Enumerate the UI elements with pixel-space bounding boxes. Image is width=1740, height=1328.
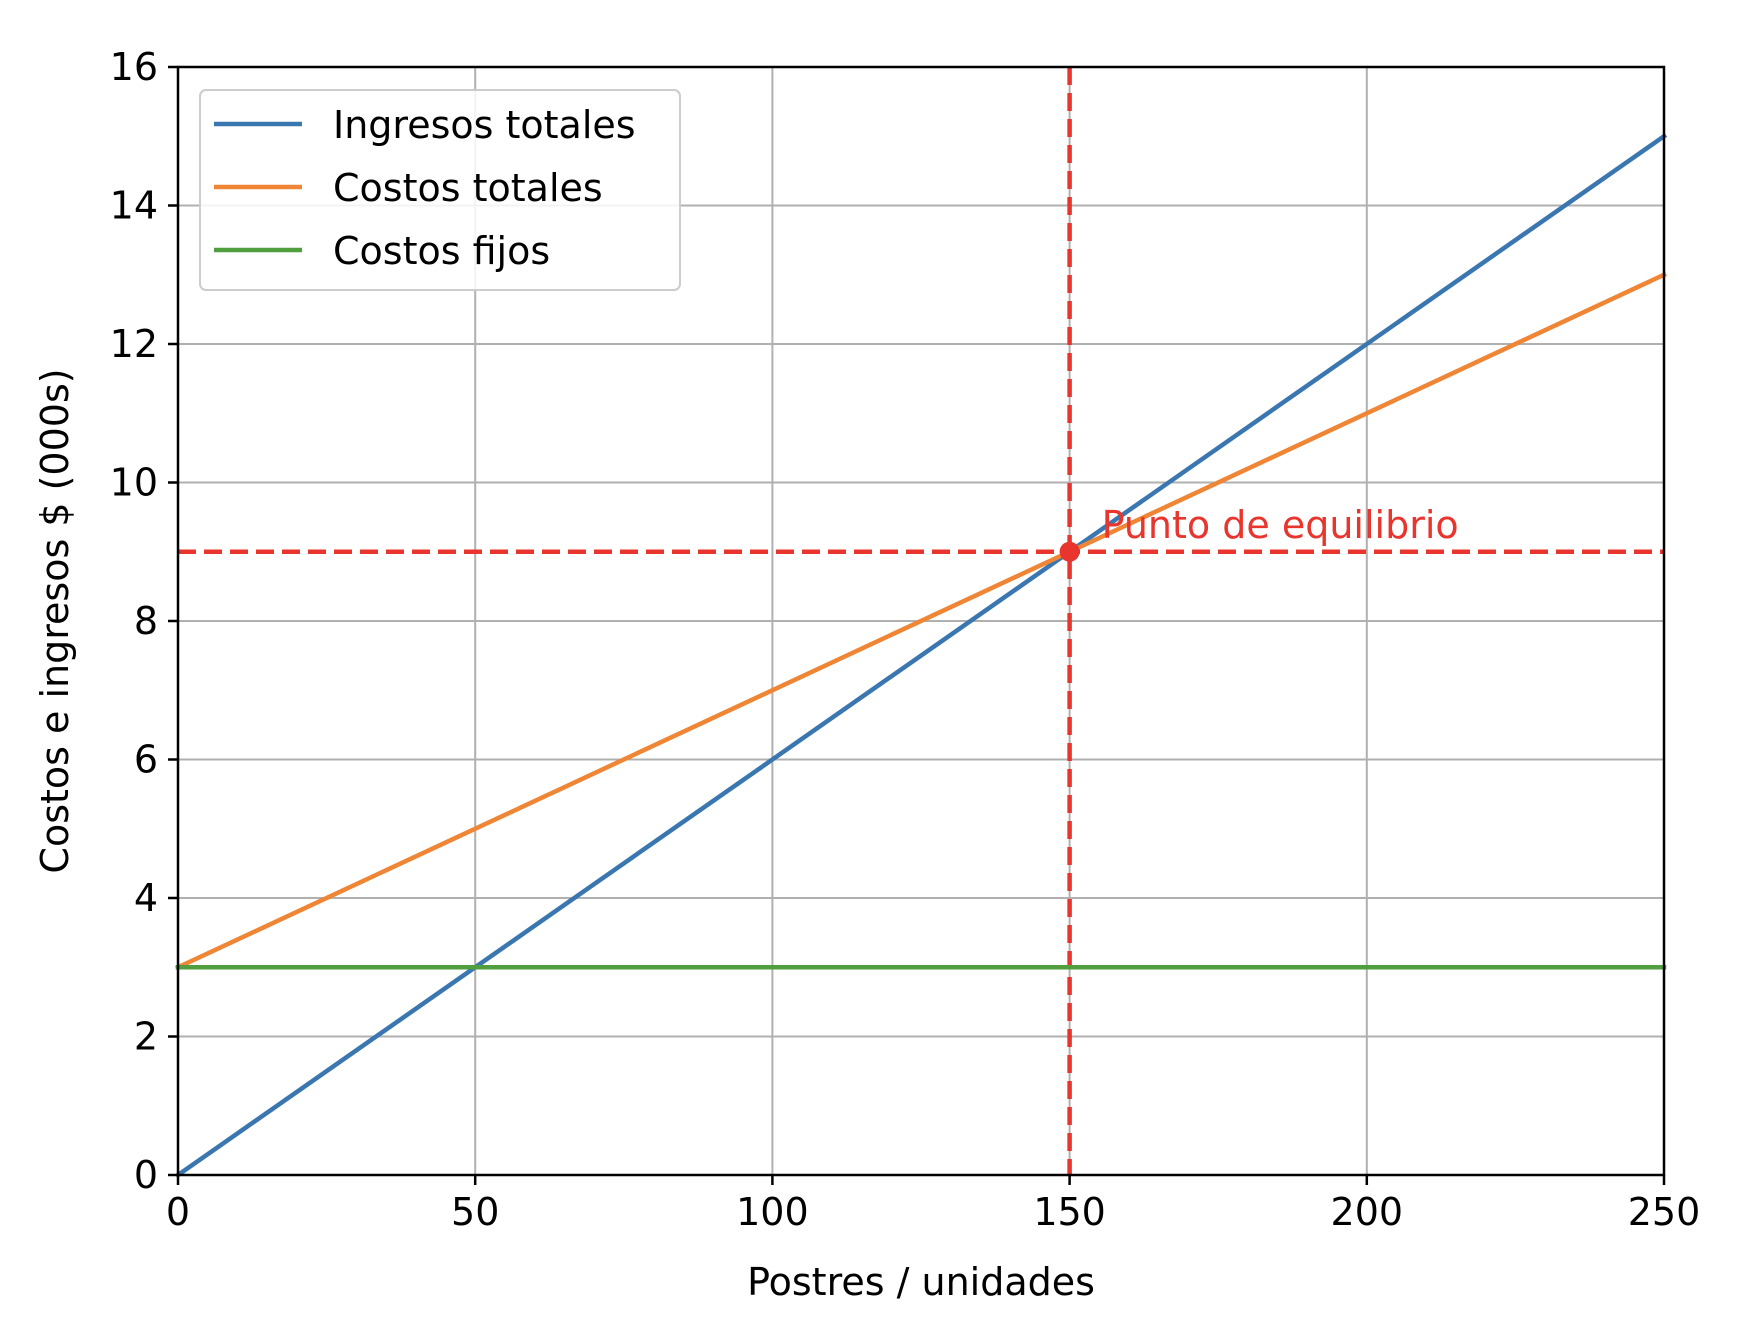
legend-label: Costos totales — [333, 166, 603, 210]
y-tick-label: 12 — [110, 322, 158, 366]
y-tick-label: 8 — [134, 599, 158, 643]
break-even-label: Punto de equilibrio — [1102, 503, 1459, 547]
x-tick-label: 50 — [451, 1190, 499, 1234]
y-axis-title: Costos e ingresos $ (000s) — [33, 368, 77, 873]
axis-ticks: 0 50 100 150 200 250 0 2 4 6 8 10 12 14 16 — [110, 45, 1701, 1234]
x-tick-label: 0 — [166, 1190, 190, 1234]
series-line-ingresos-totales — [174, 133, 1668, 1179]
legend-label: Ingresos totales — [333, 103, 636, 147]
annotations: Punto de equilibrio — [1059, 503, 1459, 562]
series-line-costos-totales — [175, 271, 1667, 971]
legend-label: Costos fijos — [333, 229, 550, 273]
x-tick-label: 200 — [1331, 1190, 1404, 1234]
x-axis-title: Postres / unidades — [747, 1260, 1095, 1304]
series-lines — [174, 133, 1668, 1179]
reference-lines — [178, 67, 1664, 1175]
y-tick-label: 0 — [134, 1153, 158, 1197]
break-even-point-marker — [1059, 541, 1080, 562]
y-tick-label: 2 — [134, 1015, 158, 1059]
y-tick-label: 6 — [134, 738, 158, 782]
x-tick-label: 100 — [736, 1190, 809, 1234]
legend: Ingresos totales Costos totales Costos fij… — [199, 89, 681, 291]
x-tick-label: 150 — [1033, 1190, 1106, 1234]
y-tick-label: 10 — [110, 461, 158, 505]
y-tick-label: 4 — [134, 876, 158, 920]
y-tick-label: 16 — [110, 45, 158, 89]
y-tick-label: 14 — [110, 184, 158, 228]
legend-box — [199, 89, 681, 291]
x-tick-label: 250 — [1628, 1190, 1701, 1234]
